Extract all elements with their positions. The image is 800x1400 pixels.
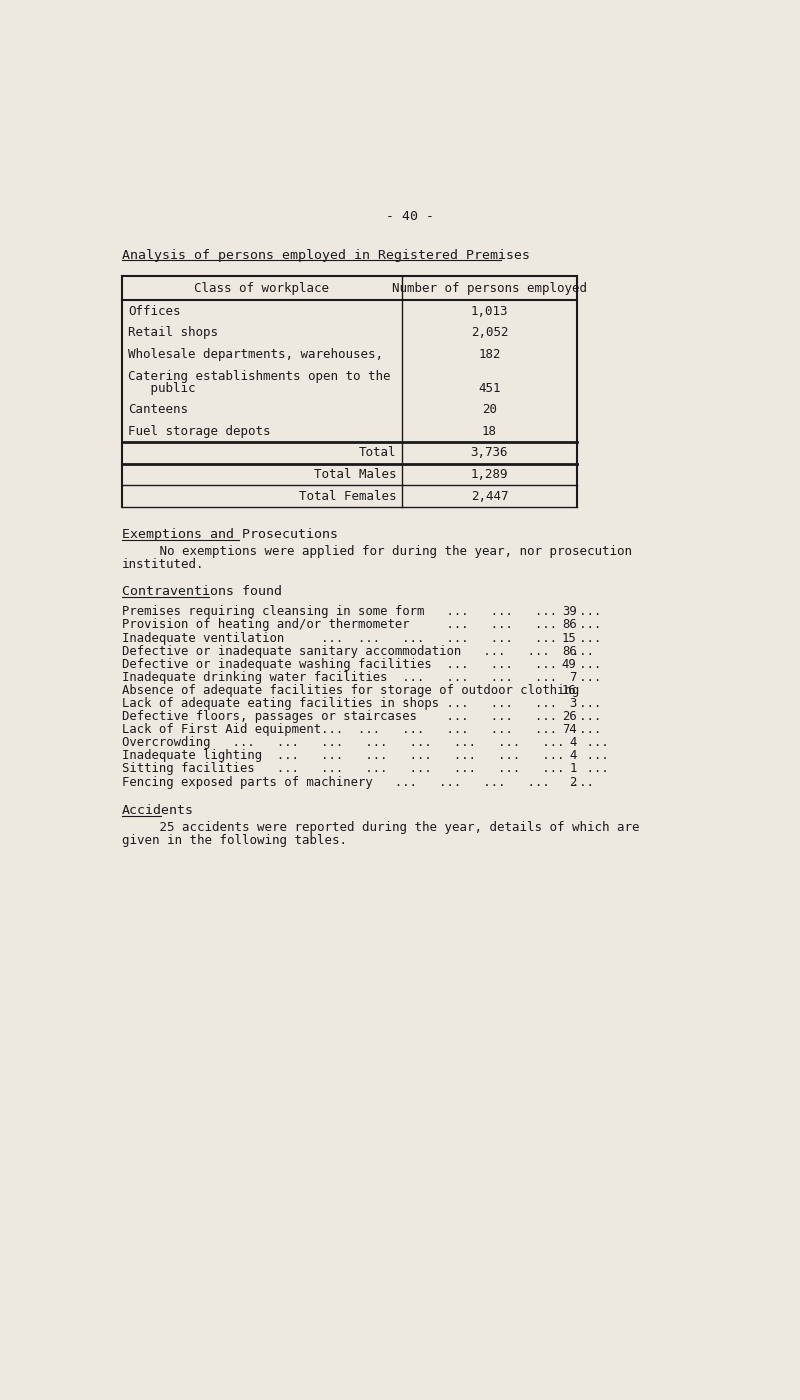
Text: 7: 7 bbox=[570, 671, 577, 683]
Text: 451: 451 bbox=[478, 382, 501, 395]
Text: Total Males: Total Males bbox=[314, 468, 396, 482]
Text: Retail shops: Retail shops bbox=[128, 326, 218, 339]
Text: Provision of heating and/or thermometer     ...   ...   ...   ...: Provision of heating and/or thermometer … bbox=[122, 619, 601, 631]
Text: Offices: Offices bbox=[128, 305, 181, 318]
Text: Exemptions and Prosecutions: Exemptions and Prosecutions bbox=[122, 528, 338, 542]
Text: 16: 16 bbox=[562, 683, 577, 697]
Text: Catering establishments open to the: Catering establishments open to the bbox=[128, 370, 390, 382]
Text: 4: 4 bbox=[570, 736, 577, 749]
Text: instituted.: instituted. bbox=[122, 559, 204, 571]
Text: 26: 26 bbox=[562, 710, 577, 722]
Text: Defective or inadequate sanitary accommodation   ...   ...   ...: Defective or inadequate sanitary accommo… bbox=[122, 644, 594, 658]
Text: Number of persons employed: Number of persons employed bbox=[392, 281, 587, 294]
Text: Accidents: Accidents bbox=[122, 804, 194, 818]
Text: Contraventions found: Contraventions found bbox=[122, 585, 282, 598]
Text: Lack of adequate eating facilities in shops ...   ...   ...   ...: Lack of adequate eating facilities in sh… bbox=[122, 697, 601, 710]
Text: 74: 74 bbox=[562, 724, 577, 736]
Text: 20: 20 bbox=[482, 403, 497, 416]
Text: Absence of adequate facilities for storage of outdoor clothing: Absence of adequate facilities for stora… bbox=[122, 683, 579, 697]
Text: Canteens: Canteens bbox=[128, 403, 188, 416]
Text: 2: 2 bbox=[570, 776, 577, 788]
Text: 49: 49 bbox=[562, 658, 577, 671]
Text: 1,289: 1,289 bbox=[470, 468, 508, 482]
Text: 15: 15 bbox=[562, 631, 577, 644]
Text: Defective or inadequate washing facilities  ...   ...   ...   ...: Defective or inadequate washing faciliti… bbox=[122, 658, 601, 671]
Text: 182: 182 bbox=[478, 347, 501, 361]
Text: public: public bbox=[128, 382, 195, 395]
Text: 1: 1 bbox=[570, 763, 577, 776]
Text: 25 accidents were reported during the year, details of which are: 25 accidents were reported during the ye… bbox=[122, 820, 639, 834]
Text: 1,013: 1,013 bbox=[470, 305, 508, 318]
Text: Lack of First Aid equipment...  ...   ...   ...   ...   ...   ...: Lack of First Aid equipment... ... ... .… bbox=[122, 724, 601, 736]
Text: given in the following tables.: given in the following tables. bbox=[122, 834, 346, 847]
Text: Total: Total bbox=[358, 447, 396, 459]
Text: 39: 39 bbox=[562, 605, 577, 619]
Text: 2,052: 2,052 bbox=[470, 326, 508, 339]
Text: 86: 86 bbox=[562, 619, 577, 631]
Text: 2,447: 2,447 bbox=[470, 490, 508, 503]
Text: 4: 4 bbox=[570, 749, 577, 763]
Text: Fencing exposed parts of machinery   ...   ...   ...   ...   ...: Fencing exposed parts of machinery ... .… bbox=[122, 776, 594, 788]
Text: Class of workplace: Class of workplace bbox=[194, 281, 330, 294]
Text: 18: 18 bbox=[482, 424, 497, 438]
Text: Analysis of persons employed in Registered Premises: Analysis of persons employed in Register… bbox=[122, 249, 530, 262]
Text: 3,736: 3,736 bbox=[470, 447, 508, 459]
Text: No exemptions were applied for during the year, nor prosecution: No exemptions were applied for during th… bbox=[122, 545, 632, 559]
Text: 3: 3 bbox=[570, 697, 577, 710]
Text: Inadequate ventilation     ...  ...   ...   ...   ...   ...   ...: Inadequate ventilation ... ... ... ... .… bbox=[122, 631, 601, 644]
Text: Inadequate drinking water facilities  ...   ...   ...   ...   ...: Inadequate drinking water facilities ...… bbox=[122, 671, 601, 683]
Text: Premises requiring cleansing in some form   ...   ...   ...   ...: Premises requiring cleansing in some for… bbox=[122, 605, 601, 619]
Text: Overcrowding   ...   ...   ...   ...   ...   ...   ...   ...   ...: Overcrowding ... ... ... ... ... ... ...… bbox=[122, 736, 609, 749]
Text: Defective floors, passages or staircases    ...   ...   ...   ...: Defective floors, passages or staircases… bbox=[122, 710, 601, 722]
Text: - 40 -: - 40 - bbox=[386, 210, 434, 224]
Text: Fuel storage depots: Fuel storage depots bbox=[128, 424, 270, 438]
Text: Total Females: Total Females bbox=[298, 490, 396, 503]
Text: Sitting facilities   ...   ...   ...   ...   ...   ...   ...   ...: Sitting facilities ... ... ... ... ... .… bbox=[122, 763, 609, 776]
Text: Wholesale departments, warehouses,: Wholesale departments, warehouses, bbox=[128, 347, 383, 361]
Text: Inadequate lighting  ...   ...   ...   ...   ...   ...   ...   ...: Inadequate lighting ... ... ... ... ... … bbox=[122, 749, 609, 763]
Text: 86: 86 bbox=[562, 644, 577, 658]
